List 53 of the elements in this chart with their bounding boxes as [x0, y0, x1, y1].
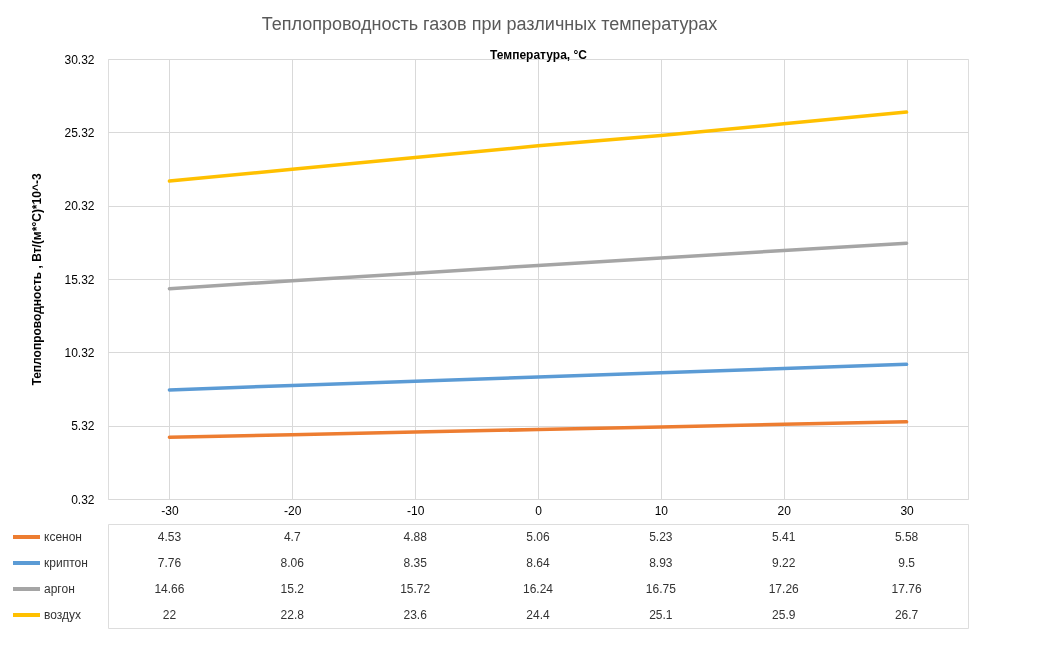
data-label: 5.41	[772, 530, 796, 544]
y-tick-label: 10.32	[64, 345, 95, 360]
data-label: 8.35	[403, 556, 428, 570]
data-label: 7.76	[157, 556, 182, 570]
data-label: 17.76	[891, 582, 922, 596]
data-label: 15.2	[280, 582, 305, 596]
x-tick-label: 0	[535, 503, 543, 518]
x-tick-label: -20	[284, 503, 302, 518]
data-label: 4.7	[283, 530, 301, 544]
x-tick-label: -30	[161, 503, 179, 518]
y-axis-title: Теплопроводность , Вт/(м*°С)*10^-3	[30, 173, 45, 386]
y-tick-label: 0.32	[71, 492, 95, 507]
data-label: 5.06	[526, 530, 550, 544]
data-label: 23.6	[403, 608, 428, 622]
data-label: 8.93	[649, 556, 673, 570]
data-label: 5.23	[649, 530, 673, 544]
legend-label: воздух	[44, 608, 82, 622]
legend-label: аргон	[44, 582, 75, 596]
y-tick-label: 15.32	[64, 272, 95, 287]
legend-label: криптон	[44, 556, 88, 570]
line-series	[167, 241, 909, 291]
x-axis-title: Температура, °C	[490, 47, 588, 62]
line-series	[167, 110, 909, 183]
data-label: 15.72	[400, 582, 431, 596]
y-tick-label: 25.32	[64, 125, 95, 140]
x-tick-label: -10	[406, 503, 425, 518]
y-tick-label: 5.32	[71, 419, 95, 434]
data-label: 17.26	[768, 582, 800, 596]
legend-label: ксенон	[44, 530, 82, 544]
y-tick-label: 30.32	[64, 52, 95, 67]
line-series	[167, 362, 909, 392]
line-series	[167, 420, 909, 439]
data-label: 26.7	[894, 608, 919, 622]
data-label: 16.75	[645, 582, 677, 596]
data-label: 24.4	[526, 608, 550, 622]
chart-title: Теплопроводность газов при различных температурах	[261, 13, 718, 34]
x-tick-label: 10	[654, 503, 669, 518]
x-tick-label: 20	[777, 503, 792, 518]
data-label: 4.88	[403, 530, 428, 544]
data-label: 16.24	[522, 582, 554, 596]
y-tick-label: 20.32	[64, 199, 95, 214]
data-label: 9.5	[898, 556, 916, 570]
data-label: 8.64	[526, 556, 550, 570]
data-label: 25.1	[649, 608, 673, 622]
x-tick-label: 30	[900, 503, 915, 518]
data-label: 9.22	[772, 556, 796, 570]
data-label: 22.8	[280, 608, 305, 622]
data-label: 8.06	[280, 556, 305, 570]
data-label: 14.66	[154, 582, 185, 596]
data-label: 4.53	[157, 530, 182, 544]
data-label: 25.9	[772, 608, 796, 622]
data-label: 5.58	[894, 530, 919, 544]
data-label: 22	[162, 608, 177, 622]
